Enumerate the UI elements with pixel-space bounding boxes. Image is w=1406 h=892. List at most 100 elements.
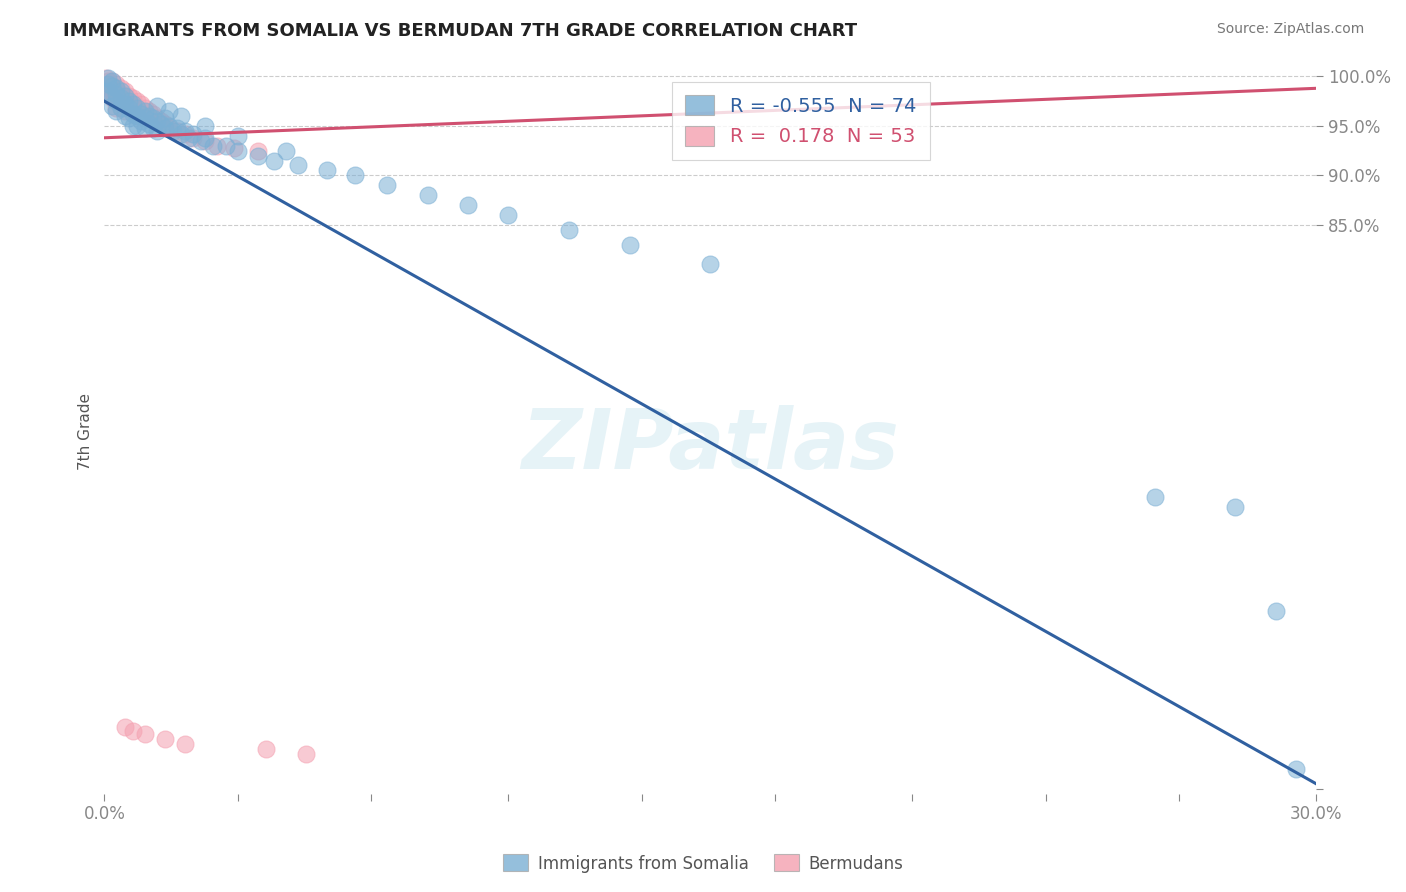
Point [174, 127, 197, 141]
Point [105, 81, 128, 95]
Point [121, 97, 143, 112]
Point [134, 109, 156, 123]
Point [125, 94, 148, 108]
Point [146, 114, 169, 128]
Point [105, 87, 128, 102]
Point [375, 178, 398, 193]
Point [138, 117, 160, 131]
Point [105, 94, 128, 108]
Point [202, 138, 225, 153]
Point [121, 91, 143, 105]
Point [134, 111, 156, 125]
Point [96, 71, 118, 86]
Point [117, 101, 139, 115]
Y-axis label: 7th Grade: 7th Grade [79, 392, 93, 469]
Point [97, 78, 120, 92]
Point [121, 107, 143, 121]
Point [101, 89, 124, 103]
Point [315, 163, 337, 178]
Point [105, 94, 128, 108]
Point [157, 120, 180, 135]
Point [105, 101, 128, 115]
Point [114, 104, 136, 119]
Point [1264, 604, 1286, 618]
Point [146, 99, 169, 113]
Point [138, 104, 160, 119]
Point [129, 107, 152, 121]
Point [125, 109, 148, 123]
Point [101, 91, 124, 105]
Point [129, 107, 152, 121]
Point [263, 153, 285, 168]
Text: IMMIGRANTS FROM SOMALIA VS BERMUDAN 7TH GRADE CORRELATION CHART: IMMIGRANTS FROM SOMALIA VS BERMUDAN 7TH … [63, 22, 858, 40]
Point [619, 237, 641, 252]
Point [105, 104, 128, 119]
Point [97, 74, 120, 88]
Point [125, 101, 148, 115]
Point [146, 124, 169, 138]
Point [498, 208, 520, 222]
Point [153, 120, 176, 135]
Point [170, 109, 193, 123]
Point [226, 144, 249, 158]
Point [181, 127, 204, 141]
Point [142, 107, 165, 121]
Point [110, 91, 132, 105]
Point [101, 74, 124, 88]
Point [97, 71, 120, 86]
Point [110, 87, 132, 102]
Point [121, 724, 143, 739]
Point [142, 111, 165, 125]
Point [97, 84, 120, 98]
Point [101, 99, 124, 113]
Text: Source: ZipAtlas.com: Source: ZipAtlas.com [1216, 22, 1364, 37]
Point [153, 732, 176, 747]
Point [117, 111, 139, 125]
Point [134, 727, 156, 741]
Legend: R = -0.555  N = 74, R =  0.178  N = 53: R = -0.555 N = 74, R = 0.178 N = 53 [672, 82, 929, 160]
Point [101, 84, 124, 98]
Point [343, 169, 366, 183]
Point [174, 737, 197, 751]
Point [157, 119, 180, 133]
Point [416, 188, 439, 202]
Point [254, 742, 277, 756]
Point [114, 89, 136, 103]
Point [179, 130, 201, 145]
Point [105, 81, 128, 95]
Point [558, 223, 581, 237]
Point [117, 94, 139, 108]
Point [207, 138, 229, 153]
Point [129, 97, 152, 112]
Point [110, 81, 132, 95]
Point [129, 114, 152, 128]
Point [117, 101, 139, 115]
Point [166, 120, 188, 135]
Point [153, 117, 176, 131]
Point [287, 159, 309, 173]
Point [157, 104, 180, 119]
Point [110, 84, 132, 98]
Point [149, 117, 172, 131]
Point [110, 101, 132, 115]
Point [276, 144, 298, 158]
Point [121, 97, 143, 112]
Point [194, 119, 217, 133]
Point [295, 747, 318, 761]
Point [194, 130, 217, 145]
Point [110, 94, 132, 108]
Point [170, 127, 193, 141]
Point [114, 89, 136, 103]
Point [153, 111, 176, 125]
Point [146, 111, 169, 125]
Point [138, 109, 160, 123]
Point [114, 97, 136, 112]
Point [121, 119, 143, 133]
Point [134, 120, 156, 135]
Point [1225, 500, 1247, 514]
Point [246, 148, 269, 162]
Point [149, 114, 172, 128]
Point [101, 74, 124, 88]
Point [105, 87, 128, 102]
Point [105, 78, 128, 92]
